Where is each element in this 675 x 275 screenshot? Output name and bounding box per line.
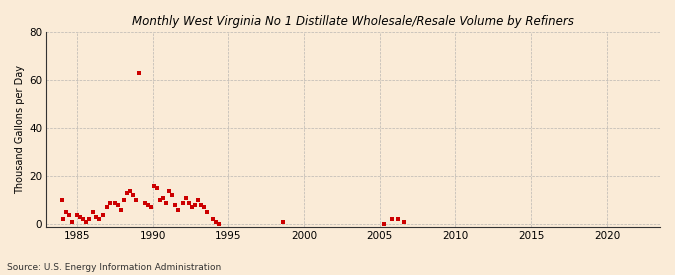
Point: [167, 193, 178, 197]
Point: [91, 215, 102, 219]
Point: [67, 219, 78, 224]
Point: [130, 198, 141, 202]
Point: [61, 210, 72, 214]
Point: [128, 193, 138, 197]
Point: [80, 219, 91, 224]
Y-axis label: Thousand Gallons per Day: Thousand Gallons per Day: [15, 65, 25, 194]
Point: [134, 71, 144, 75]
Point: [173, 208, 184, 212]
Point: [97, 212, 108, 217]
Point: [184, 200, 194, 205]
Point: [94, 217, 105, 222]
Point: [198, 205, 209, 210]
Point: [146, 205, 157, 210]
Point: [208, 217, 219, 222]
Point: [398, 219, 409, 224]
Point: [158, 196, 169, 200]
Point: [140, 200, 151, 205]
Point: [105, 200, 115, 205]
Point: [211, 219, 221, 224]
Point: [393, 217, 404, 222]
Point: [142, 203, 153, 207]
Point: [102, 205, 113, 210]
Point: [379, 222, 389, 226]
Point: [196, 203, 207, 207]
Point: [155, 198, 165, 202]
Point: [170, 203, 181, 207]
Point: [84, 217, 95, 222]
Point: [88, 210, 99, 214]
Point: [118, 198, 129, 202]
Point: [202, 210, 213, 214]
Point: [214, 222, 225, 226]
Text: Source: U.S. Energy Information Administration: Source: U.S. Energy Information Administ…: [7, 263, 221, 272]
Point: [186, 205, 197, 210]
Point: [109, 200, 120, 205]
Point: [72, 212, 82, 217]
Point: [192, 198, 203, 202]
Point: [178, 200, 188, 205]
Point: [115, 208, 126, 212]
Point: [122, 191, 132, 195]
Point: [58, 217, 69, 222]
Point: [148, 183, 159, 188]
Point: [74, 215, 85, 219]
Point: [277, 219, 288, 224]
Point: [112, 203, 123, 207]
Point: [190, 203, 200, 207]
Point: [124, 188, 135, 193]
Title: Monthly West Virginia No 1 Distillate Wholesale/Resale Volume by Refiners: Monthly West Virginia No 1 Distillate Wh…: [132, 15, 574, 28]
Point: [63, 212, 74, 217]
Point: [161, 200, 171, 205]
Point: [387, 217, 398, 222]
Point: [180, 196, 191, 200]
Point: [152, 186, 163, 190]
Point: [56, 198, 67, 202]
Point: [164, 188, 175, 193]
Point: [78, 217, 88, 222]
